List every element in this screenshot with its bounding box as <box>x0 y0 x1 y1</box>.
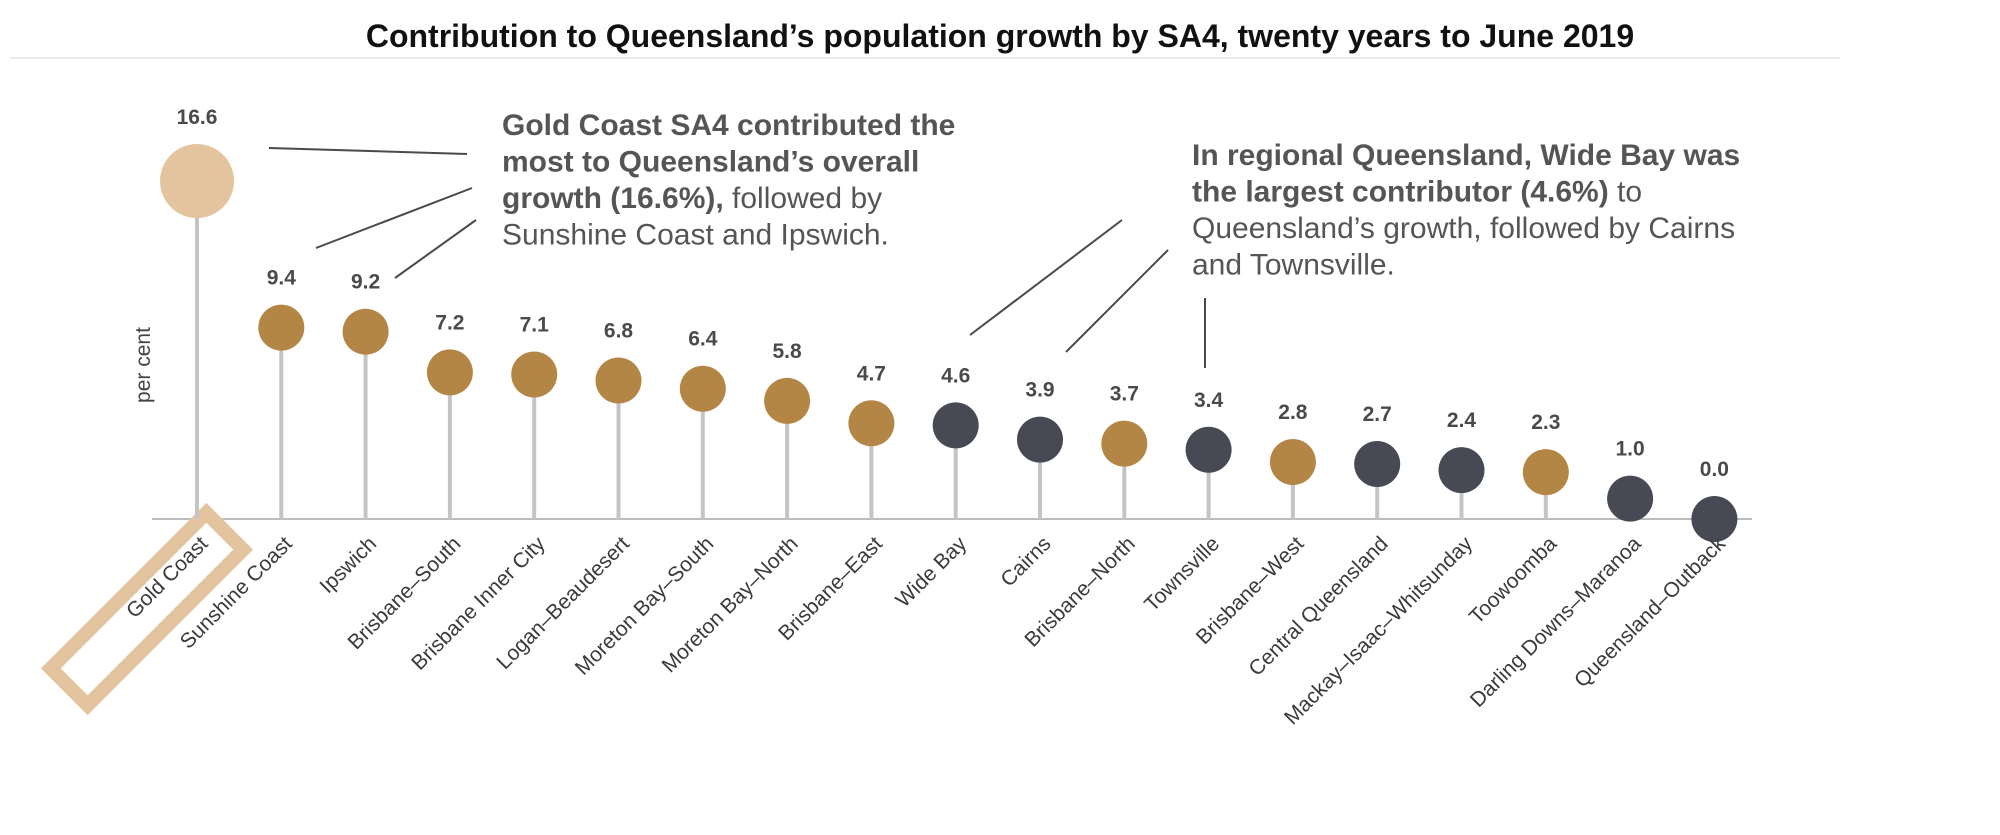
x-tick-label-queensland-outback: Queensland–Outback <box>1570 532 1730 692</box>
dot-logan-beaudesert <box>595 357 642 404</box>
value-label-ipswich: 9.2 <box>351 271 380 294</box>
value-label-wide-bay: 4.6 <box>941 364 970 387</box>
value-label-central-queensland: 2.7 <box>1363 403 1392 426</box>
dot-toowoomba <box>1522 449 1569 496</box>
dot-mackay-isaac-whitsunday <box>1438 447 1485 494</box>
x-tick-label-ipswich: Ipswich <box>315 532 381 598</box>
x-tick-label-moreton-bay-south: Moreton Bay–South <box>571 532 719 680</box>
x-tick-label-central-queensland: Central Queensland <box>1244 532 1392 680</box>
dot-central-queensland <box>1354 441 1401 488</box>
value-label-brisbane-east: 4.7 <box>857 362 886 385</box>
highlight-box-gold-coast <box>40 502 254 716</box>
value-label-brisbane-north: 3.7 <box>1110 383 1139 406</box>
leader-sunshine-coast <box>315 187 473 249</box>
dot-gold-coast <box>160 144 234 219</box>
value-label-moreton-bay-north: 5.8 <box>772 340 802 363</box>
value-label-brisbane-south: 7.2 <box>435 311 464 334</box>
dot-brisbane-south <box>426 349 473 396</box>
chart-title: Contribution to Queensland’s population … <box>366 18 1634 54</box>
annotation-1: Gold Coast SA4 contributed the most to Qu… <box>502 109 955 252</box>
leader-gold-coast <box>268 147 468 155</box>
dot-sunshine-coast <box>258 304 305 351</box>
x-tick-label-cairns: Cairns <box>996 532 1055 591</box>
value-label-logan-beaudesert: 6.8 <box>604 320 634 343</box>
dot-townsville <box>1185 426 1232 473</box>
value-label-townsville: 3.4 <box>1194 389 1224 412</box>
value-label-toowoomba: 2.3 <box>1531 411 1560 434</box>
value-label-brisbane-inner-city: 7.1 <box>520 313 550 336</box>
x-tick-label-townsville: Townsville <box>1140 532 1224 616</box>
value-label-cairns: 3.9 <box>1025 379 1054 402</box>
leader-ipswich <box>394 219 477 279</box>
value-label-sunshine-coast: 9.4 <box>267 267 297 290</box>
dot-brisbane-west <box>1269 438 1316 485</box>
leader-cairns <box>1065 249 1169 353</box>
dot-brisbane-inner-city <box>511 351 558 398</box>
value-label-gold-coast: 16.6 <box>177 106 218 129</box>
dot-moreton-bay-north <box>764 377 811 424</box>
annotation-2: In regional Queensland, Wide Bay was the … <box>1192 139 1740 282</box>
value-label-moreton-bay-south: 6.4 <box>688 328 718 351</box>
dot-wide-bay <box>932 402 979 449</box>
value-label-darling-downs-maranoa: 1.0 <box>1615 438 1644 461</box>
dot-moreton-bay-south <box>679 365 726 412</box>
y-axis-label: per cent <box>132 327 155 403</box>
x-tick-label-wide-bay: Wide Bay <box>891 532 971 612</box>
value-label-queensland-outback: 0.0 <box>1700 458 1729 481</box>
dot-brisbane-east <box>848 400 895 447</box>
value-label-mackay-isaac-whitsunday: 2.4 <box>1447 409 1477 432</box>
leader-wide-bay <box>969 219 1123 336</box>
dot-cairns <box>1017 416 1063 463</box>
dot-queensland-outback <box>1691 496 1738 542</box>
dot-darling-downs-maranoa <box>1607 475 1654 522</box>
dot-brisbane-north <box>1101 420 1148 467</box>
x-tick-label-darling-downs-maranoa: Darling Downs–Maranoa <box>1466 532 1646 712</box>
dot-ipswich <box>342 308 389 355</box>
value-label-brisbane-west: 2.8 <box>1278 401 1308 424</box>
